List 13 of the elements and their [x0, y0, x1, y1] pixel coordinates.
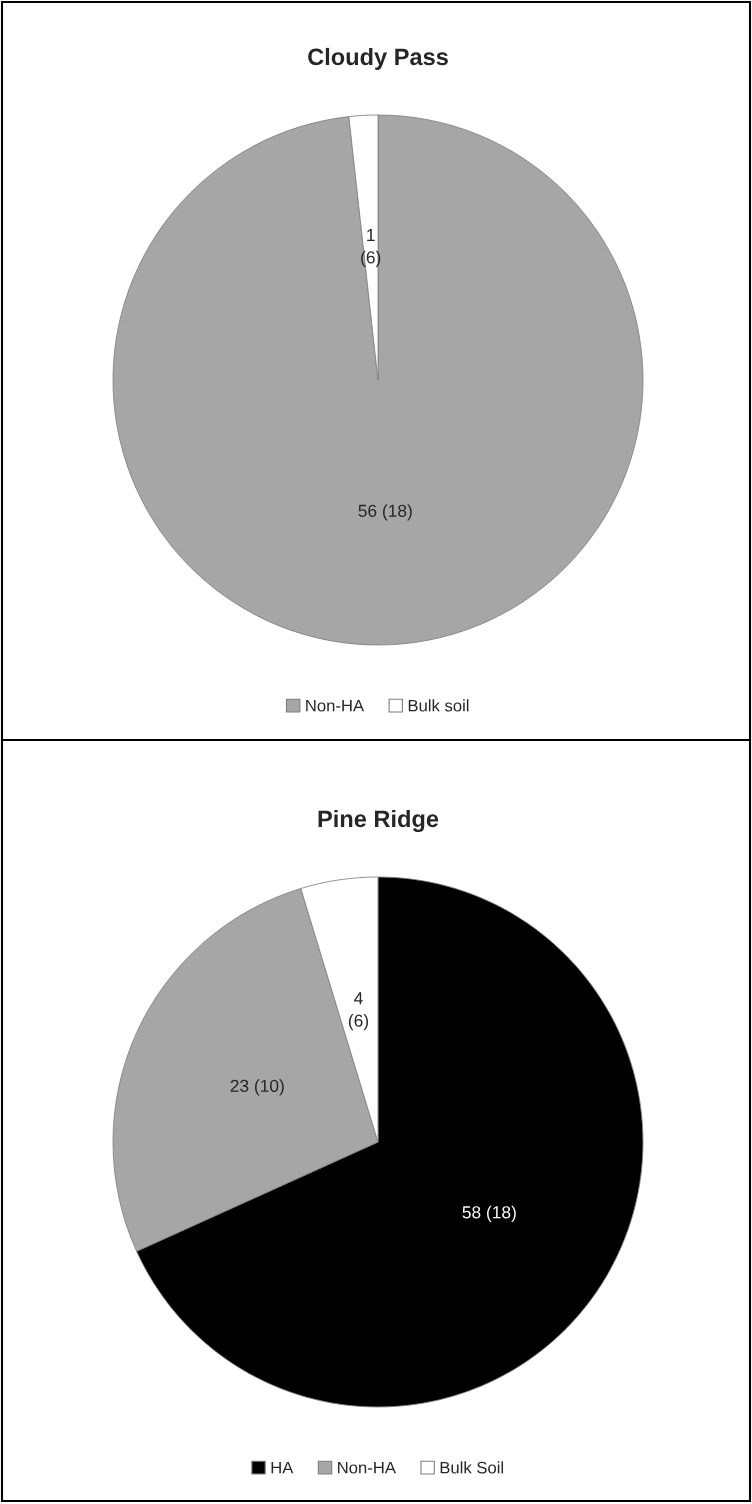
data-label: 4 (6) [348, 992, 369, 1031]
legend-label: Bulk soil [408, 699, 469, 712]
legend-label: HA [271, 1461, 294, 1474]
pie-slice [112, 114, 644, 646]
data-label: 56 (18) [358, 504, 412, 521]
data-label: 23 (10) [230, 1079, 284, 1096]
data-label: 58 (18) [462, 1205, 516, 1222]
chart-title: Pine Ridge [318, 809, 439, 832]
legend-label: Non-HA [306, 699, 365, 712]
legend-label: Non-HA [338, 1461, 396, 1474]
data-label: 1 (6) [361, 229, 381, 268]
legend-label: Bulk Soil [440, 1461, 504, 1474]
chart-title: Cloudy Pass [308, 47, 448, 70]
